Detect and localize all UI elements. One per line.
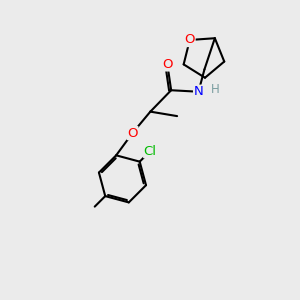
Text: O: O bbox=[184, 34, 195, 46]
Text: O: O bbox=[127, 127, 138, 140]
Text: Cl: Cl bbox=[144, 145, 157, 158]
Text: O: O bbox=[162, 58, 173, 71]
Text: N: N bbox=[194, 85, 203, 98]
Text: H: H bbox=[212, 83, 220, 96]
